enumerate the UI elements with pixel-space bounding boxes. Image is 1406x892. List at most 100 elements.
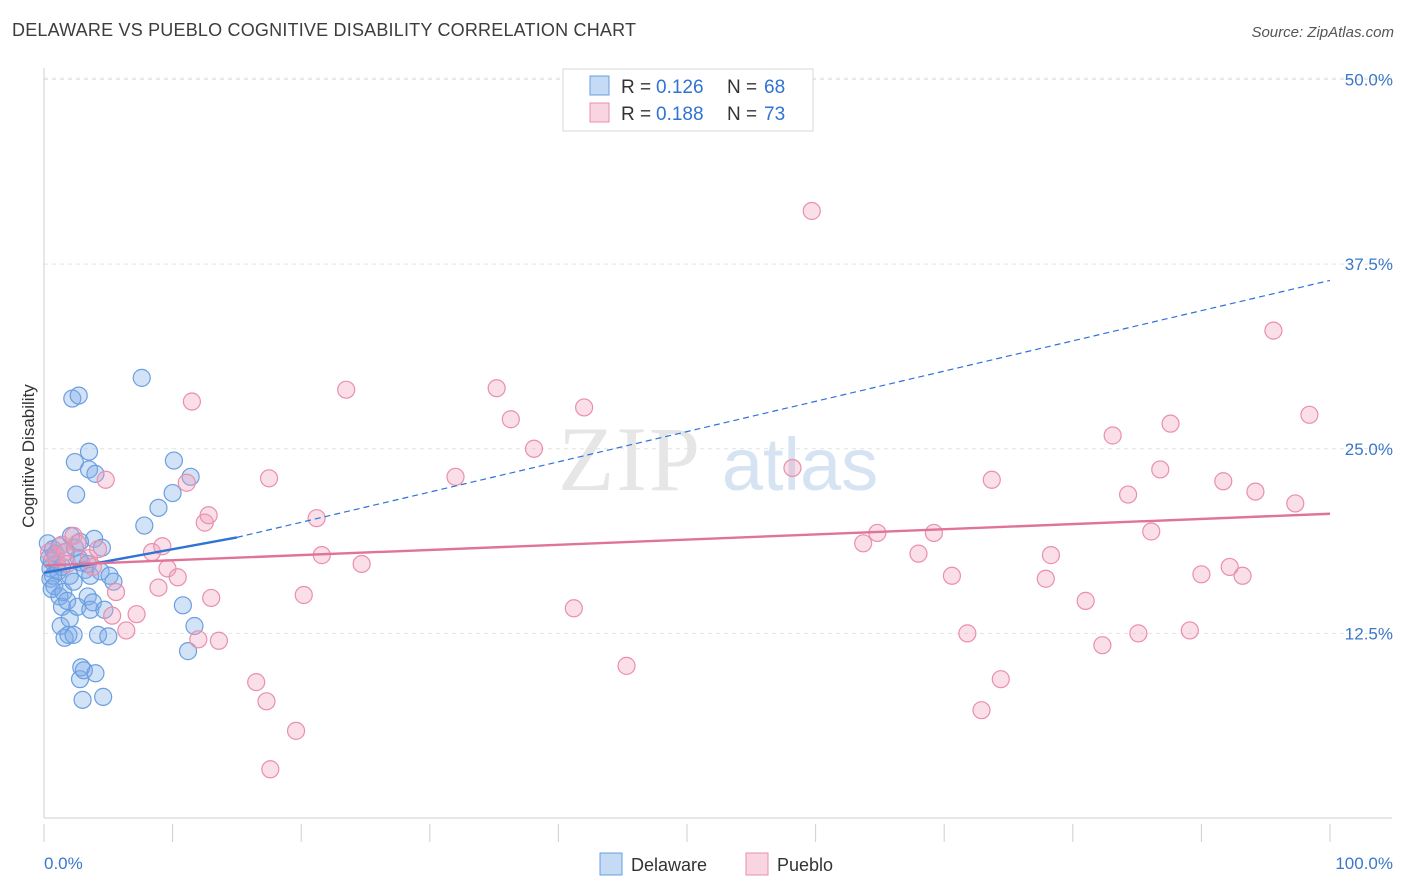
data-point-pueblo	[106, 582, 126, 602]
legend-swatch-pueblo	[745, 852, 769, 876]
y-tick-labels: 12.5% 25.0% 37.5% 50.0%	[1345, 71, 1393, 644]
data-point-delaware	[64, 625, 83, 644]
data-point-delaware	[59, 625, 78, 644]
stats-r-label-delaware: R =	[621, 77, 651, 98]
data-point-pueblo	[337, 380, 356, 399]
data-point-pueblo	[83, 557, 102, 577]
data-point-pueblo	[501, 410, 520, 429]
data-point-pueblo	[1233, 566, 1252, 585]
data-point-pueblo	[524, 439, 544, 458]
data-point-delaware	[42, 579, 61, 599]
trend-line-extension-delaware	[236, 279, 1331, 538]
y-tick-label: 12.5%	[1345, 624, 1393, 643]
data-point-pueblo	[103, 606, 122, 625]
x-tick-label-max: 100.0%	[1335, 854, 1393, 873]
series-legend: Delaware Pueblo	[599, 852, 833, 876]
data-point-delaware	[73, 690, 92, 709]
stats-legend-box	[562, 68, 814, 132]
data-point-delaware	[65, 452, 84, 472]
stats-r-value-pueblo: 0.188	[656, 104, 704, 125]
y-tick-label: 25.0%	[1345, 440, 1393, 459]
data-point-pueblo	[1129, 624, 1148, 643]
legend-label-pueblo: Pueblo	[777, 855, 833, 875]
data-point-pueblo	[1036, 569, 1055, 588]
data-point-pueblo	[854, 534, 873, 553]
data-point-pueblo	[261, 760, 280, 779]
data-point-delaware	[135, 516, 154, 535]
data-point-pueblo	[1151, 460, 1170, 479]
data-point-delaware	[94, 687, 113, 706]
legend-label-delaware: Delaware	[631, 855, 707, 875]
data-point-pueblo	[202, 588, 221, 608]
data-point-pueblo	[1076, 591, 1095, 610]
data-point-pueblo	[575, 398, 594, 417]
data-point-delaware	[178, 642, 198, 661]
data-point-pueblo	[1041, 546, 1061, 565]
data-point-pueblo	[286, 721, 306, 740]
data-point-pueblo	[1220, 557, 1239, 577]
data-point-pueblo	[564, 599, 583, 618]
data-point-delaware	[149, 498, 168, 517]
trend-line-pueblo	[43, 512, 1331, 567]
data-point-pueblo	[1093, 636, 1112, 655]
stats-swatch-delaware	[589, 75, 610, 96]
y-tick-label: 50.0%	[1345, 71, 1393, 90]
y-tick-label: 37.5%	[1345, 255, 1393, 274]
data-point-pueblo	[189, 630, 208, 649]
trend-line-delaware	[43, 536, 238, 575]
data-point-pueblo	[259, 469, 279, 488]
x-axis-ticks	[43, 824, 1331, 842]
data-point-delaware	[99, 627, 118, 646]
data-point-delaware	[163, 483, 182, 503]
data-point-pueblo	[1246, 482, 1265, 501]
stats-swatch-pueblo	[589, 102, 610, 123]
trend-lines	[43, 279, 1331, 575]
data-point-pueblo	[972, 701, 991, 720]
data-point-delaware	[86, 464, 105, 483]
watermark: ZIP atlas	[558, 408, 878, 510]
data-point-pueblo	[1192, 565, 1211, 584]
data-point-pueblo	[924, 523, 944, 543]
data-point-pueblo	[1264, 321, 1283, 340]
watermark-zip: ZIP	[558, 408, 702, 510]
data-point-pueblo	[982, 470, 1001, 489]
data-point-delaware	[69, 386, 88, 405]
legend-swatch-delaware	[599, 852, 623, 876]
data-point-delaware	[58, 591, 77, 610]
y-axis-label: Cognitive Disability	[19, 384, 38, 528]
data-point-pueblo	[942, 566, 962, 585]
stats-legend: R = 0.126 N = 68 R = 0.188 N = 73	[562, 68, 814, 132]
chart-source: Source: ZipAtlas.com	[1251, 24, 1394, 41]
data-point-pueblo	[182, 392, 201, 411]
data-point-pueblo	[257, 692, 276, 711]
data-point-pueblo	[55, 543, 74, 562]
data-point-delaware	[79, 442, 99, 461]
data-point-pueblo	[247, 673, 266, 692]
data-point-pueblo	[1286, 494, 1305, 513]
data-point-pueblo	[117, 621, 136, 640]
stats-n-value-delaware: 68	[764, 77, 785, 98]
data-point-delaware	[173, 596, 192, 615]
data-point-pueblo	[1118, 485, 1138, 504]
data-point-delaware	[45, 577, 64, 596]
chart-title: DELAWARE VS PUEBLO COGNITIVE DISABILITY …	[12, 20, 637, 40]
stats-n-label-pueblo: N =	[727, 104, 757, 125]
stats-r-label-pueblo: R =	[621, 104, 651, 125]
data-point-delaware	[81, 600, 100, 619]
data-point-pueblo	[802, 201, 821, 221]
data-point-pueblo	[199, 506, 218, 525]
gridlines	[44, 77, 1392, 634]
data-point-pueblo	[68, 534, 87, 553]
data-point-pueblo	[617, 656, 636, 675]
data-point-delaware	[64, 572, 83, 591]
data-point-pueblo	[1300, 405, 1319, 424]
stats-n-value-pueblo: 73	[764, 104, 785, 125]
data-point-delaware	[104, 572, 123, 591]
data-point-pueblo	[446, 467, 465, 486]
data-point-delaware	[164, 451, 183, 470]
data-point-pueblo	[487, 379, 506, 398]
data-point-pueblo	[1180, 621, 1199, 640]
data-point-pueblo	[177, 473, 196, 492]
stats-n-label-delaware: N =	[727, 77, 757, 98]
